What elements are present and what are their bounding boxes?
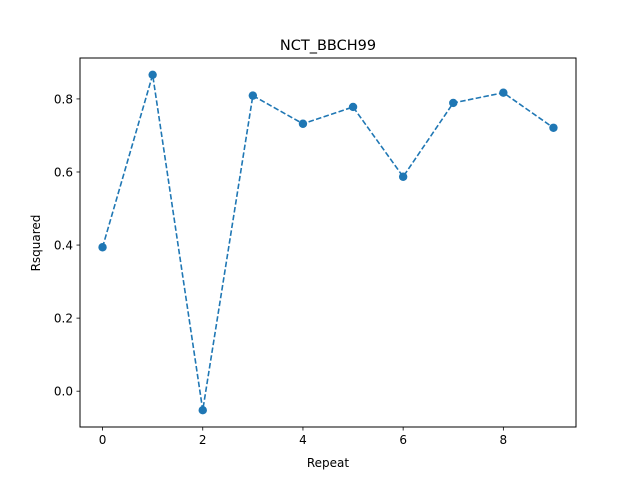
y-axis-ticks: 0.0 0.2 0.4 0.6 0.8 bbox=[54, 92, 80, 399]
data-point bbox=[449, 98, 458, 108]
series-line bbox=[101, 74, 554, 411]
x-tick-label: 6 bbox=[399, 433, 407, 447]
y-tick-label: 0.0 bbox=[54, 385, 73, 399]
chart-title: NCT_BBCH99 bbox=[280, 38, 376, 54]
y-tick-label: 0.4 bbox=[54, 239, 73, 253]
data-point bbox=[398, 172, 408, 181]
data-point bbox=[198, 405, 207, 415]
y-tick-label: 0.2 bbox=[54, 312, 73, 326]
data-point bbox=[148, 70, 157, 80]
data-point bbox=[298, 119, 308, 128]
y-tick-label: 0.6 bbox=[54, 165, 73, 179]
x-axis-label: Repeat bbox=[307, 456, 350, 470]
axes-frame bbox=[79, 57, 577, 428]
y-axis-label: Rsquared bbox=[29, 215, 43, 272]
x-tick-label: 4 bbox=[299, 433, 307, 447]
data-point bbox=[98, 243, 107, 252]
data-point bbox=[248, 91, 258, 100]
x-tick-label: 2 bbox=[199, 433, 207, 447]
x-tick-label: 0 bbox=[99, 433, 107, 447]
data-point bbox=[499, 88, 508, 97]
y-tick-label: 0.8 bbox=[54, 92, 73, 106]
x-axis-ticks: 0 2 4 6 8 bbox=[99, 427, 507, 447]
data-point bbox=[348, 102, 358, 112]
data-point bbox=[549, 123, 558, 132]
series-layer bbox=[98, 70, 558, 415]
x-tick-label: 8 bbox=[500, 433, 508, 447]
